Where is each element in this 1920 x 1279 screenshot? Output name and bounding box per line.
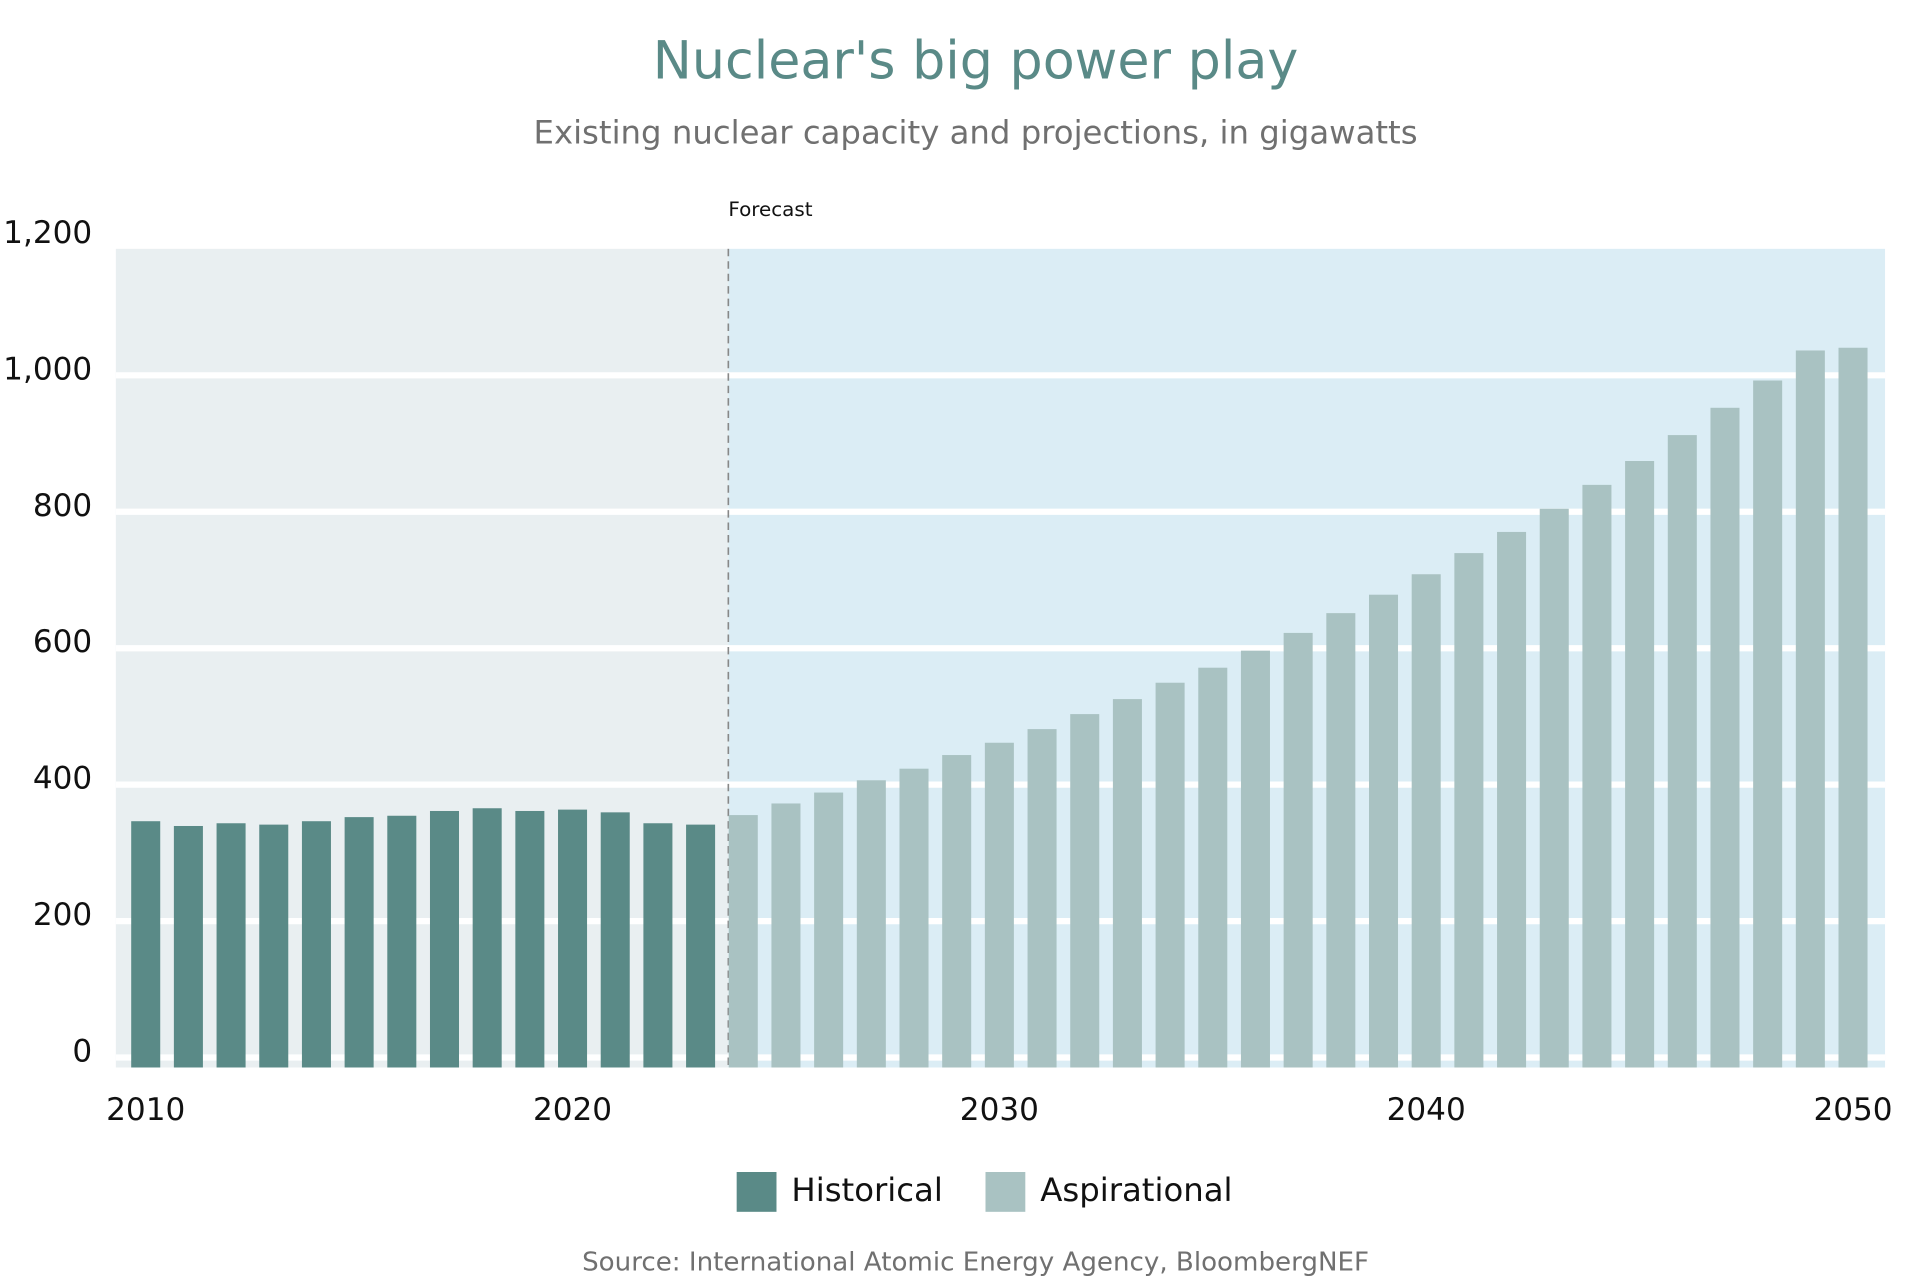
bar — [515, 810, 545, 1068]
bar — [131, 821, 161, 1068]
source-note: Source: International Atomic Energy Agen… — [582, 1247, 1369, 1277]
bar — [1667, 435, 1697, 1068]
y-tick-label: 1,200 — [3, 215, 92, 251]
legend-label: Historical — [791, 1171, 942, 1209]
bar — [942, 755, 972, 1068]
bar — [1240, 650, 1270, 1068]
bar — [1198, 667, 1228, 1068]
bar — [1539, 508, 1569, 1068]
bar — [814, 792, 844, 1068]
y-tick-label: 200 — [33, 897, 92, 933]
chart-subtitle: Existing nuclear capacity and projection… — [534, 113, 1418, 151]
historical-region — [115, 248, 729, 1068]
bar — [344, 817, 374, 1068]
x-tick-label: 2040 — [1387, 1092, 1466, 1128]
bar — [1454, 553, 1484, 1068]
chart-title: Nuclear's big power play — [653, 32, 1298, 92]
forecast-label: Forecast — [728, 198, 812, 221]
x-tick-label: 2020 — [533, 1092, 612, 1128]
bar — [856, 780, 886, 1068]
x-tick-label: 2010 — [106, 1092, 185, 1128]
bar — [1326, 613, 1356, 1068]
bar — [728, 815, 758, 1068]
bar — [1795, 350, 1825, 1068]
bar — [1112, 699, 1142, 1068]
bar — [771, 803, 801, 1068]
y-tick-label: 600 — [33, 624, 92, 660]
bar — [1582, 484, 1612, 1068]
bar — [984, 742, 1014, 1068]
bar — [1411, 574, 1441, 1068]
bar — [1155, 682, 1185, 1068]
y-tick-label: 800 — [33, 488, 92, 524]
bar — [1625, 461, 1655, 1068]
y-tick-label: 1,000 — [3, 351, 92, 387]
bar — [643, 823, 673, 1068]
bar — [686, 824, 716, 1068]
bar — [1753, 380, 1783, 1068]
bar — [1070, 714, 1100, 1068]
x-tick-label: 2050 — [1813, 1092, 1892, 1128]
bar — [600, 812, 630, 1068]
y-tick-label: 400 — [33, 761, 92, 797]
bar — [558, 809, 588, 1068]
legend-label: Aspirational — [1040, 1171, 1232, 1209]
legend-swatch — [985, 1172, 1026, 1212]
bar — [1027, 729, 1057, 1068]
bar — [1838, 347, 1868, 1068]
legend-swatch — [736, 1172, 777, 1212]
bar — [1369, 594, 1399, 1068]
bar — [301, 821, 331, 1068]
y-tick-label: 0 — [72, 1034, 92, 1070]
bar — [387, 815, 417, 1068]
bar — [899, 768, 929, 1068]
bar — [1497, 531, 1527, 1068]
bar — [216, 823, 246, 1068]
bar — [259, 824, 289, 1068]
bar — [1283, 632, 1313, 1068]
bar — [472, 808, 502, 1068]
bar — [429, 810, 460, 1068]
x-tick-label: 2030 — [960, 1092, 1039, 1128]
bar — [1710, 407, 1740, 1068]
bar — [173, 825, 203, 1068]
